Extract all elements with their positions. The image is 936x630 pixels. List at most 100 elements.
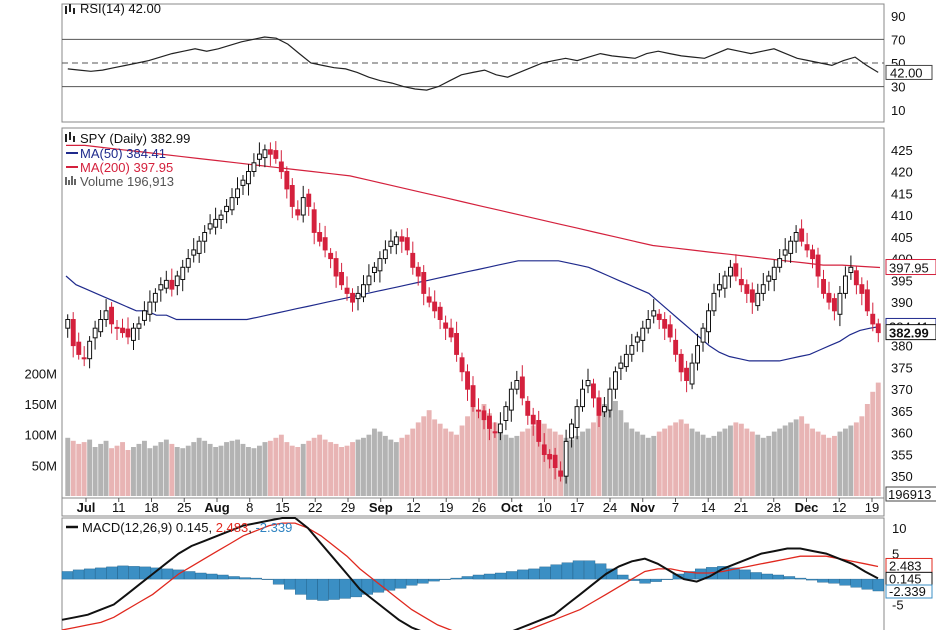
macd-tick-label: 10 (892, 521, 906, 536)
volume-bar (810, 428, 815, 496)
price-tick-label: 350 (891, 469, 913, 484)
candle-body (465, 371, 471, 390)
candle-body (147, 301, 153, 315)
histogram-bar (839, 578, 851, 586)
candle-body (689, 362, 695, 385)
volume-bar (700, 434, 706, 496)
candles (65, 141, 881, 484)
candle-body (717, 284, 722, 291)
candle-body (251, 162, 257, 173)
volume-bar (519, 431, 525, 496)
volume-bar (859, 416, 865, 496)
candle-body (508, 388, 514, 411)
candle-body (799, 228, 805, 242)
candle-body (432, 301, 438, 312)
candle-body (673, 339, 679, 355)
candle-body (470, 385, 476, 408)
candle-body (853, 270, 859, 286)
histogram-bar (828, 578, 840, 584)
histogram-bar (72, 569, 85, 580)
candle-body (191, 249, 197, 256)
volume-bar (569, 439, 574, 496)
volume-bar (131, 447, 136, 496)
x-tick-label: Dec (795, 500, 819, 515)
candle-body (700, 327, 706, 343)
volume-bar (497, 428, 503, 496)
volume-bar (399, 437, 405, 496)
candle-body (311, 209, 317, 233)
price-tick-label: 370 (891, 382, 913, 397)
volume-bar (684, 423, 689, 496)
histogram-bar (250, 577, 262, 580)
volume-bar (689, 428, 695, 496)
volume-bar (662, 428, 668, 496)
candle-body (563, 440, 569, 477)
volume-bar (355, 439, 361, 496)
x-tick-label: Jul (77, 500, 96, 515)
volume-bar (749, 431, 755, 496)
volume-bar (103, 440, 109, 496)
volume-bar (771, 431, 777, 496)
volume-bar (591, 422, 596, 496)
legend-spy: SPY (Daily) 382.99 (80, 131, 190, 146)
volume-bar (755, 434, 761, 496)
volume-bar (372, 428, 377, 496)
candle-body (454, 333, 460, 355)
candle-body (519, 376, 525, 399)
rsi-line (67, 36, 879, 91)
volume-bar (437, 423, 443, 496)
volume-bar (344, 445, 350, 496)
volume-bar (240, 443, 246, 496)
candle-body (492, 431, 498, 434)
candle-body (136, 323, 142, 329)
price-tick-label: 365 (891, 404, 913, 419)
candle-body (481, 410, 487, 421)
candle-body (317, 232, 323, 242)
candle-body (530, 414, 536, 425)
volume-bar (508, 437, 514, 496)
histogram-bar (183, 571, 196, 580)
histogram-bar (583, 560, 596, 580)
volume-bar (196, 437, 202, 496)
volume-bar (114, 445, 120, 496)
candle-body (859, 284, 865, 294)
volume-bar (76, 443, 82, 496)
candle-body (875, 323, 881, 334)
volume-bar (415, 422, 421, 496)
candle-body (684, 367, 689, 381)
volume-bar (361, 437, 366, 496)
x-tick-label: 21 (734, 500, 748, 515)
histogram-bar (772, 574, 785, 580)
volume-bar (426, 410, 432, 496)
candle-body (738, 279, 744, 286)
candle-body (218, 214, 224, 221)
x-tick-label: 18 (144, 500, 158, 515)
volume-bar (213, 447, 219, 496)
histogram-bar (817, 578, 829, 583)
histogram-bar (806, 578, 818, 581)
candle-body (733, 263, 739, 277)
candle-body (755, 292, 761, 307)
candle-body (695, 345, 700, 364)
volume-bar (607, 397, 613, 496)
volume-bar (207, 443, 213, 496)
volume-bar (465, 416, 470, 496)
volume-bar (142, 440, 147, 496)
candle-body (81, 357, 87, 360)
candle-body (328, 252, 334, 260)
x-tick-label: 8 (246, 500, 253, 515)
volume-bar (645, 437, 651, 496)
ma50-line (65, 260, 881, 362)
candle-body (437, 306, 443, 320)
candle-body (448, 327, 454, 338)
signal-last-value: 2.483 (889, 558, 922, 573)
volume-bar (503, 434, 509, 496)
histogram-bar (328, 578, 340, 600)
histogram-bar (761, 573, 773, 580)
volume-bar (81, 442, 87, 496)
volume-bar (443, 428, 449, 496)
volume-bar (821, 434, 826, 496)
candle-body (333, 258, 339, 277)
